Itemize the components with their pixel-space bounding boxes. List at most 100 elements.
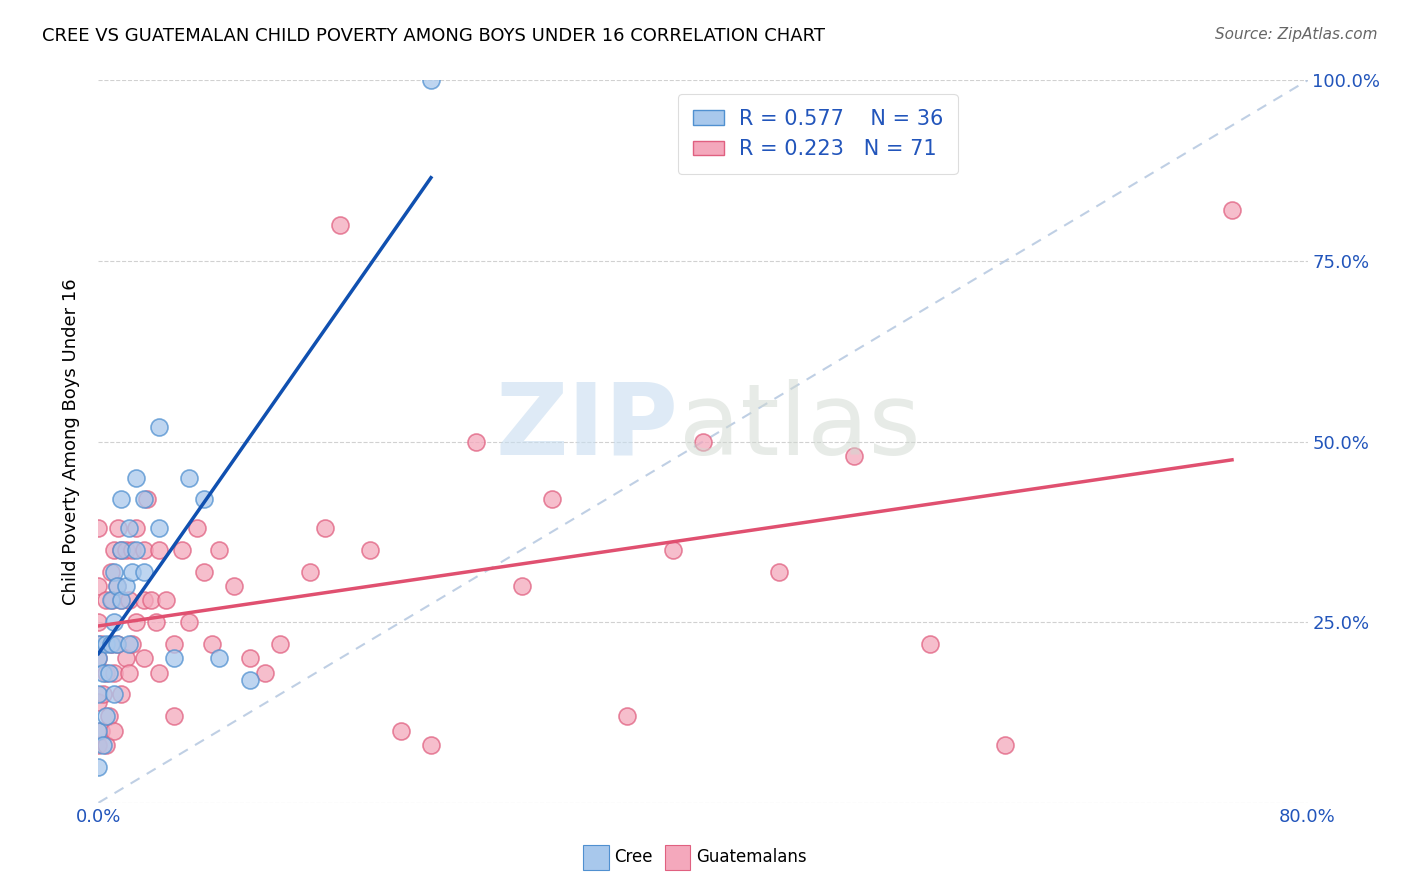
Point <box>253 665 276 680</box>
Point <box>179 470 201 484</box>
Point <box>94 709 117 723</box>
Point <box>87 651 110 665</box>
Point <box>125 542 148 557</box>
Point <box>163 651 186 665</box>
Point <box>208 651 231 665</box>
Point <box>132 651 155 665</box>
Point <box>389 723 412 738</box>
Point <box>98 709 121 723</box>
Point <box>148 542 170 557</box>
Point <box>208 542 231 557</box>
Point <box>100 637 122 651</box>
Point <box>179 615 201 630</box>
Point <box>193 565 215 579</box>
Point <box>121 565 143 579</box>
Point <box>201 637 224 651</box>
Point <box>994 738 1017 752</box>
Point <box>105 637 128 651</box>
Point <box>110 593 132 607</box>
Point <box>103 665 125 680</box>
Point <box>100 637 122 651</box>
Point <box>100 593 122 607</box>
Point <box>87 723 110 738</box>
Point <box>121 542 143 557</box>
Point <box>465 434 488 449</box>
Point <box>239 651 262 665</box>
Point <box>110 542 132 557</box>
Point <box>692 434 714 449</box>
Point <box>193 492 215 507</box>
Point <box>132 492 155 507</box>
Point <box>103 723 125 738</box>
Point <box>94 665 117 680</box>
Point <box>105 579 128 593</box>
Point <box>540 492 562 507</box>
Point <box>105 637 128 651</box>
Point <box>125 521 148 535</box>
Point <box>91 687 114 701</box>
Point <box>148 521 170 535</box>
Point <box>103 542 125 557</box>
Point <box>90 637 112 651</box>
Point <box>110 593 132 607</box>
Point <box>118 593 141 607</box>
Point <box>1220 203 1243 218</box>
Point <box>91 665 114 680</box>
Point <box>239 673 262 687</box>
Point <box>94 637 117 651</box>
Point <box>510 579 533 593</box>
Point <box>105 579 128 593</box>
Point <box>90 723 112 738</box>
Point <box>314 521 336 535</box>
Point <box>360 542 382 557</box>
Point <box>148 665 170 680</box>
Point <box>94 738 117 752</box>
Point <box>110 492 132 507</box>
Point <box>87 521 110 535</box>
Point <box>224 579 246 593</box>
Point <box>118 521 141 535</box>
Point <box>98 665 121 680</box>
Point <box>87 637 110 651</box>
Point <box>101 593 124 607</box>
Point <box>420 738 443 752</box>
Text: Cree: Cree <box>614 848 652 866</box>
Point <box>87 579 110 593</box>
Point <box>616 709 638 723</box>
Point <box>100 565 122 579</box>
Point <box>91 738 114 752</box>
Point <box>132 542 155 557</box>
Point <box>420 73 443 87</box>
Text: Source: ZipAtlas.com: Source: ZipAtlas.com <box>1215 27 1378 42</box>
Point <box>87 687 110 701</box>
Point <box>145 615 167 630</box>
Point <box>918 637 941 651</box>
Point <box>110 687 132 701</box>
Point <box>170 542 193 557</box>
Point <box>329 218 352 232</box>
Point <box>94 593 117 607</box>
Legend: R = 0.577    N = 36, R = 0.223   N = 71: R = 0.577 N = 36, R = 0.223 N = 71 <box>678 95 957 174</box>
Point <box>148 420 170 434</box>
Point <box>114 542 136 557</box>
Y-axis label: Child Poverty Among Boys Under 16: Child Poverty Among Boys Under 16 <box>62 278 80 605</box>
Point <box>118 637 141 651</box>
Point <box>103 615 125 630</box>
Point <box>299 565 322 579</box>
Point <box>132 593 155 607</box>
Point <box>163 637 186 651</box>
Point <box>114 651 136 665</box>
Point <box>269 637 291 651</box>
Point <box>103 687 125 701</box>
Point <box>87 651 110 665</box>
Text: ZIP: ZIP <box>496 378 679 475</box>
Point <box>661 542 683 557</box>
Point <box>125 470 148 484</box>
Point <box>768 565 790 579</box>
Text: CREE VS GUATEMALAN CHILD POVERTY AMONG BOYS UNDER 16 CORRELATION CHART: CREE VS GUATEMALAN CHILD POVERTY AMONG B… <box>42 27 825 45</box>
Point <box>107 521 129 535</box>
Point <box>103 565 125 579</box>
Point <box>844 449 866 463</box>
Point <box>155 593 177 607</box>
Point <box>186 521 208 535</box>
